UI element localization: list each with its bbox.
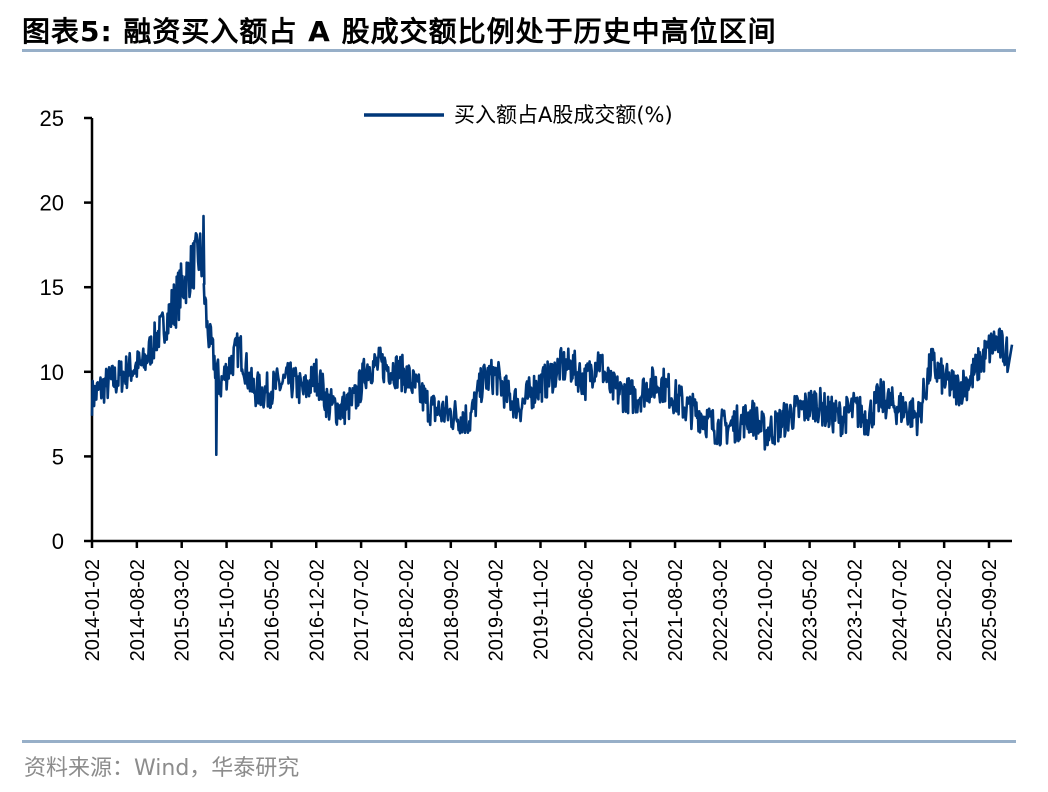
x-tick-label: 2021-01-02 [620, 559, 642, 661]
series-path [90, 214, 1014, 456]
y-tick-label: 20 [40, 191, 64, 216]
y-axis: 0 5 10 15 20 25 [40, 106, 94, 554]
x-tick-label: 2019-11-02 [531, 559, 553, 660]
source-note: 资料来源：Wind，华泰研究 [24, 756, 300, 781]
x-tick-label: 2018-02-02 [396, 559, 418, 661]
x-tick-label: 2017-07-02 [351, 559, 373, 661]
series-line [90, 214, 1014, 456]
x-tick-label: 2023-05-02 [800, 559, 822, 661]
x-tick-label: 2015-03-02 [172, 559, 194, 661]
legend: 买入额占A股成交额(%) [364, 103, 673, 127]
x-tick-label: 2022-03-02 [710, 559, 732, 661]
x-tick-label: 2023-12-02 [844, 559, 866, 661]
footer-divider [22, 740, 1016, 743]
y-tick-label: 25 [40, 106, 64, 131]
x-tick-label: 2015-10-02 [217, 559, 239, 661]
title-divider [22, 49, 1016, 52]
chart-title: 图表5: 融资买入额占 A 股成交额比例处于历史中高位区间 [22, 15, 777, 48]
y-tick-label: 0 [52, 529, 64, 554]
x-tick-label: 2022-10-02 [755, 559, 777, 661]
x-tick-label: 2014-01-02 [82, 559, 104, 661]
x-tick-label: 2014-08-02 [127, 559, 149, 661]
x-tick-label: 2025-02-02 [934, 559, 956, 661]
x-tick-label: 2018-09-02 [441, 559, 463, 661]
x-axis: 2014-01-02 2014-08-02 2015-03-02 2015-10-02… [82, 539, 1012, 661]
x-tick-label: 2024-07-02 [889, 559, 911, 661]
x-tick-label: 2016-12-02 [306, 559, 328, 661]
x-tick-label: 2020-06-02 [575, 559, 597, 661]
x-tick-label: 2025-09-02 [979, 559, 1001, 661]
y-tick-label: 10 [40, 360, 64, 385]
x-tick-label: 2019-04-02 [486, 559, 508, 661]
legend-label: 买入额占A股成交额(%) [454, 103, 673, 127]
y-tick-label: 5 [52, 444, 64, 469]
x-tick-label: 2016-05-02 [261, 559, 283, 661]
y-tick-label: 15 [40, 275, 64, 300]
x-tick-label: 2021-08-02 [665, 559, 687, 661]
